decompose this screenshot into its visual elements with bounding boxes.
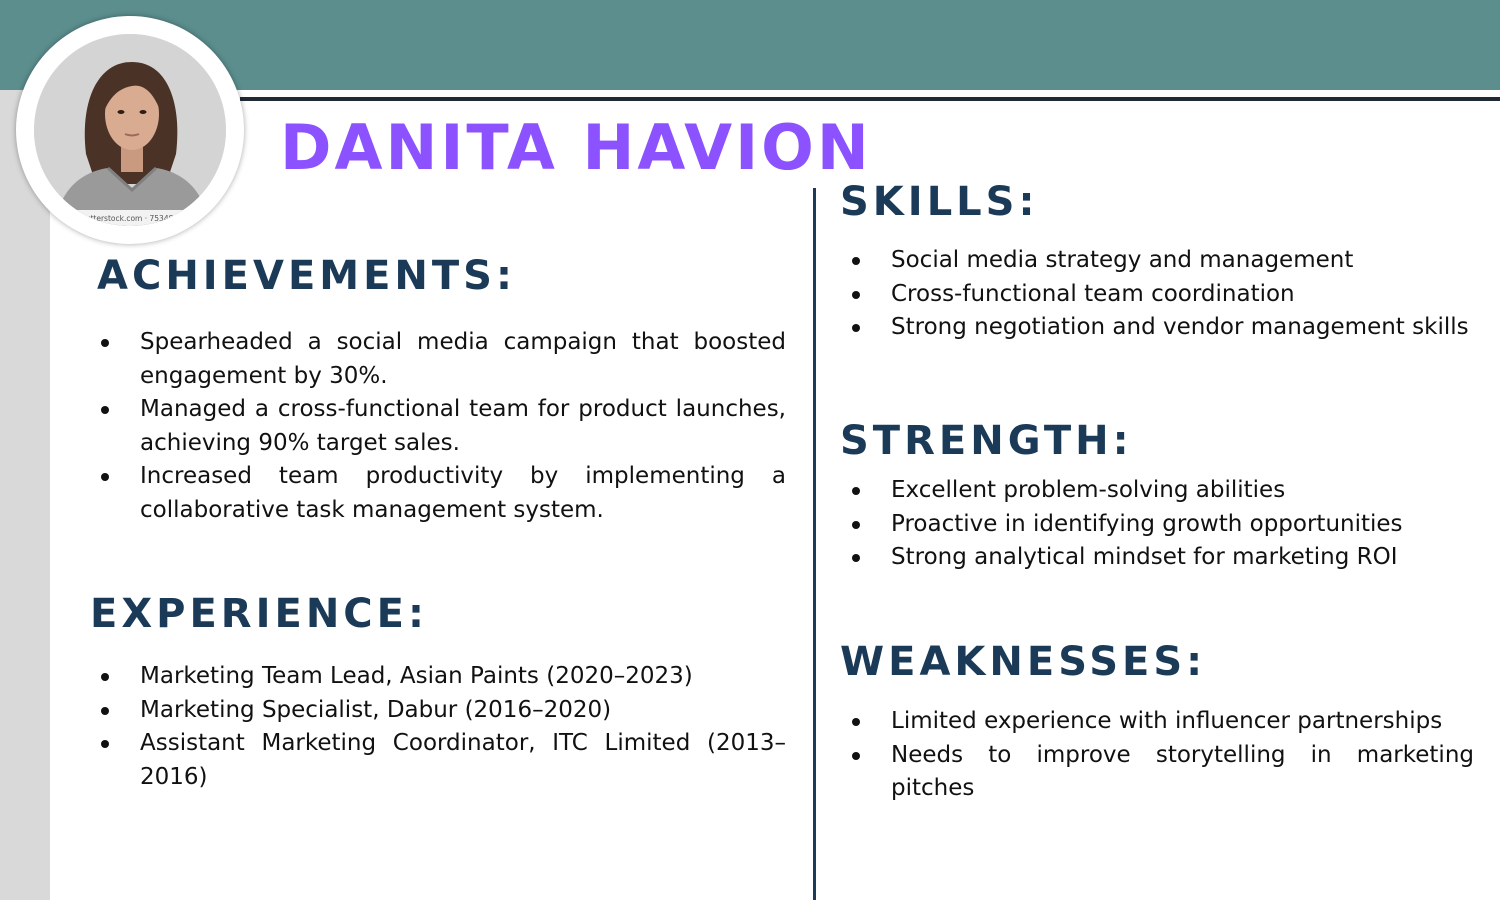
- list-item: Strong analytical mindset for marketing …: [849, 541, 1474, 575]
- list-item: Excellent problem-solving abilities: [849, 474, 1474, 508]
- list-item: Cross-functional team coordination: [849, 278, 1474, 312]
- weaknesses-list: Limited experience with influencer partn…: [849, 705, 1474, 806]
- header-band: [0, 0, 1500, 90]
- skills-list: Social media strategy and management Cro…: [849, 244, 1474, 345]
- strength-heading: STRENGTH:: [840, 418, 1133, 464]
- achievements-heading: ACHIEVEMENTS:: [97, 253, 516, 299]
- list-item: Limited experience with influencer partn…: [849, 705, 1474, 739]
- achievements-list: Spearheaded a social media campaign that…: [98, 326, 786, 527]
- weaknesses-heading: WEAKNESSES:: [840, 639, 1207, 685]
- avatar: shutterstock.com · 7534896: [34, 34, 226, 226]
- list-item: Spearheaded a social media campaign that…: [98, 326, 786, 393]
- list-item: Assistant Marketing Coordinator, ITC Lim…: [98, 727, 786, 794]
- list-item: Managed a cross-functional team for prod…: [98, 393, 786, 460]
- header-rule: [240, 97, 1500, 101]
- list-item: Strong negotiation and vendor management…: [849, 311, 1474, 345]
- strength-list: Excellent problem-solving abilities Proa…: [849, 474, 1474, 575]
- list-item: Proactive in identifying growth opportun…: [849, 508, 1474, 542]
- experience-list: Marketing Team Lead, Asian Paints (2020–…: [98, 660, 786, 794]
- photo-watermark: shutterstock.com · 7534896: [77, 214, 183, 223]
- avatar-frame: shutterstock.com · 7534896: [16, 16, 244, 244]
- column-divider: [813, 188, 816, 900]
- skills-heading: SKILLS:: [840, 179, 1039, 225]
- list-item: Marketing Specialist, Dabur (2016–2020): [98, 694, 786, 728]
- side-strip: [0, 90, 50, 900]
- experience-heading: EXPERIENCE:: [90, 591, 428, 637]
- list-item: Marketing Team Lead, Asian Paints (2020–…: [98, 660, 786, 694]
- profile-photo-image: shutterstock.com · 7534896: [34, 34, 226, 226]
- list-item: Increased team productivity by implement…: [98, 460, 786, 527]
- candidate-name: DANITA HAVION: [280, 111, 872, 184]
- list-item: Needs to improve storytelling in marketi…: [849, 739, 1474, 806]
- list-item: Social media strategy and management: [849, 244, 1474, 278]
